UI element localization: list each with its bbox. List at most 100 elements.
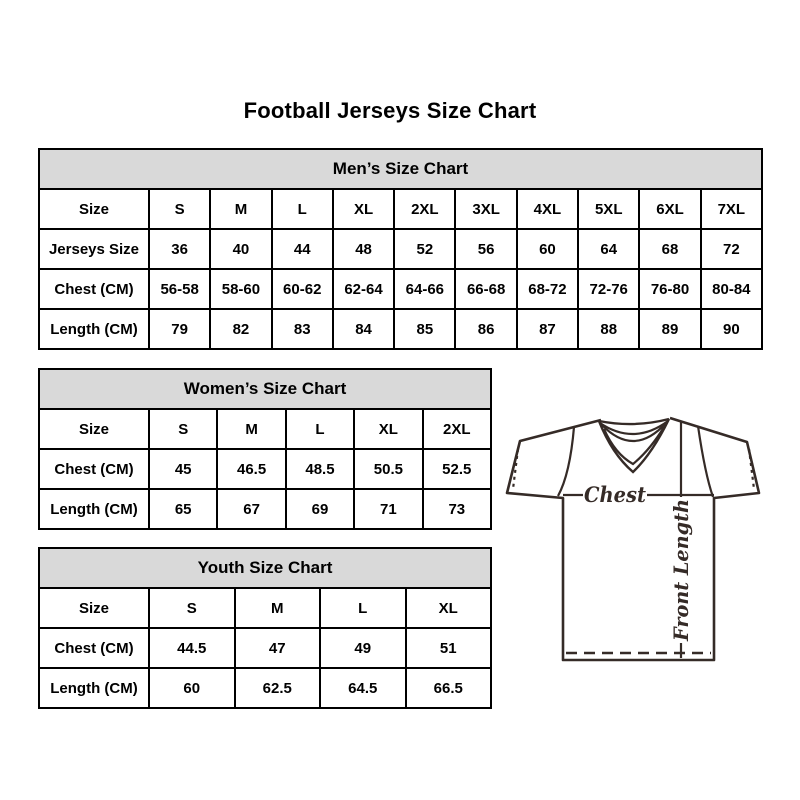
row-header-cell: Size: [38, 188, 150, 230]
table-cell: 66-68: [454, 268, 518, 310]
table-cell: 72: [699, 228, 764, 270]
right-armhole-seam: [696, 425, 715, 498]
collar-band-arc-1: [599, 420, 669, 436]
table-row: Chest (CM) 45 46.5 48.5 50.5 52.5: [38, 448, 493, 490]
table-cell: 62-64: [331, 268, 396, 310]
table-cell: 58-60: [209, 268, 273, 310]
column-header-cell: L: [284, 408, 356, 450]
table-row: Size S M L XL: [38, 587, 492, 629]
table-cell: 80-84: [699, 268, 764, 310]
column-header-cell: 3XL: [454, 188, 518, 230]
table-cell: 52: [393, 228, 457, 270]
table-cell: 49: [319, 627, 407, 669]
table-cell: 79: [147, 308, 212, 350]
table-cell: 65: [147, 488, 219, 530]
collar-top-line: [598, 417, 670, 426]
row-header-cell: Length (CM): [38, 667, 150, 709]
table-cell: 88: [577, 308, 641, 350]
table-cell: 60: [148, 667, 236, 709]
table-row: Length (CM) 65 67 69 71 73: [38, 488, 493, 530]
row-header-cell: Length (CM): [38, 488, 150, 530]
collar-outer-v: [597, 418, 671, 474]
page-title: Football Jerseys Size Chart: [243, 98, 537, 123]
column-header-cell: L: [319, 587, 407, 629]
table-cell: 44: [270, 228, 334, 270]
womens-table-title: Women’s Size Chart: [38, 368, 492, 410]
column-header-cell: XL: [331, 188, 396, 230]
column-header-cell: S: [147, 408, 219, 450]
table-cell: 85: [393, 308, 457, 350]
table-cell: 69: [284, 488, 356, 530]
column-header-cell: 4XL: [515, 188, 580, 230]
collar-inner-v: [602, 426, 665, 466]
table-cell: 45: [147, 448, 219, 490]
table-cell: 90: [699, 308, 764, 350]
table-cell: 68: [638, 228, 702, 270]
table-row: Size S M L XL 2XL: [38, 408, 493, 450]
column-header-cell: M: [233, 587, 321, 629]
table-cell: 36: [147, 228, 212, 270]
youth-table-title: Youth Size Chart: [38, 547, 492, 589]
column-header-cell: S: [148, 587, 236, 629]
table-row: Chest (CM) 56-58 58-60 60-62 62-64 64-66 66-68…: [38, 268, 764, 310]
table-cell: 72-76: [577, 268, 641, 310]
column-header-cell: 5XL: [577, 188, 641, 230]
column-header-cell: M: [209, 188, 273, 230]
left-armhole-seam: [557, 426, 576, 497]
table-cell: 44.5: [148, 627, 236, 669]
table-cell: 48: [331, 228, 396, 270]
table-cell: 60: [515, 228, 580, 270]
column-header-cell: S: [147, 188, 212, 230]
front-length-label: Front Length: [669, 499, 693, 642]
table-cell: 64.5: [319, 667, 407, 709]
table-cell: 66.5: [404, 667, 492, 709]
row-header-cell: Size: [38, 408, 150, 450]
table-cell: 62.5: [233, 667, 321, 709]
table-cell: 64-66: [393, 268, 457, 310]
table-cell: 50.5: [353, 448, 424, 490]
column-header-cell: M: [216, 408, 287, 450]
column-header-cell: 2XL: [421, 408, 493, 450]
mens-size-chart-table: Men’s Size Chart Size S M L XL 2XL 3XL 4XL 5XL 6XL…: [38, 148, 764, 350]
table-row: Length (CM) 60 62.5 64.5 66.5: [38, 667, 492, 709]
column-header-cell: L: [270, 188, 334, 230]
table-cell: 84: [331, 308, 396, 350]
table-row: Jerseys Size 36 40 44 48 52 56 60 64 68 72: [38, 228, 764, 270]
row-header-cell: Chest (CM): [38, 268, 150, 310]
table-cell: 87: [515, 308, 580, 350]
table-caption-row: Men’s Size Chart: [38, 148, 763, 190]
mens-table-title: Men’s Size Chart: [38, 148, 763, 190]
table-cell: 52.5: [421, 448, 493, 490]
table-caption-row: Youth Size Chart: [38, 547, 492, 589]
collar-band-arc-2: [601, 422, 667, 443]
column-header-cell: XL: [404, 587, 492, 629]
chest-label: Chest: [584, 482, 646, 507]
table-caption-row: Women’s Size Chart: [38, 368, 492, 410]
table-cell: 56: [454, 228, 518, 270]
table-cell: 48.5: [284, 448, 356, 490]
row-header-cell: Jerseys Size: [38, 228, 150, 270]
column-header-cell: 7XL: [699, 188, 764, 230]
table-cell: 76-80: [638, 268, 702, 310]
table-cell: 82: [209, 308, 273, 350]
column-header-cell: 6XL: [638, 188, 702, 230]
table-cell: 40: [209, 228, 273, 270]
table-cell: 89: [638, 308, 702, 350]
table-cell: 64: [577, 228, 641, 270]
table-cell: 46.5: [216, 448, 287, 490]
table-cell: 60-62: [270, 268, 334, 310]
youth-size-chart-table: Youth Size Chart Size S M L XL Chest (CM) 44.5 4…: [38, 547, 492, 709]
column-header-cell: 2XL: [393, 188, 457, 230]
table-cell: 68-72: [515, 268, 580, 310]
table-cell: 51: [404, 627, 492, 669]
row-header-cell: Length (CM): [38, 308, 150, 350]
table-cell: 73: [421, 488, 493, 530]
row-header-cell: Chest (CM): [38, 448, 150, 490]
table-row: Size S M L XL 2XL 3XL 4XL 5XL 6XL 7XL: [38, 188, 764, 230]
womens-size-chart-table: Women’s Size Chart Size S M L XL 2XL Chest (CM)…: [38, 368, 493, 530]
jersey-diagram: Chest Front Length: [500, 402, 768, 666]
table-row: Chest (CM) 44.5 47 49 51: [38, 627, 492, 669]
table-cell: 86: [454, 308, 518, 350]
row-header-cell: Size: [38, 587, 150, 629]
